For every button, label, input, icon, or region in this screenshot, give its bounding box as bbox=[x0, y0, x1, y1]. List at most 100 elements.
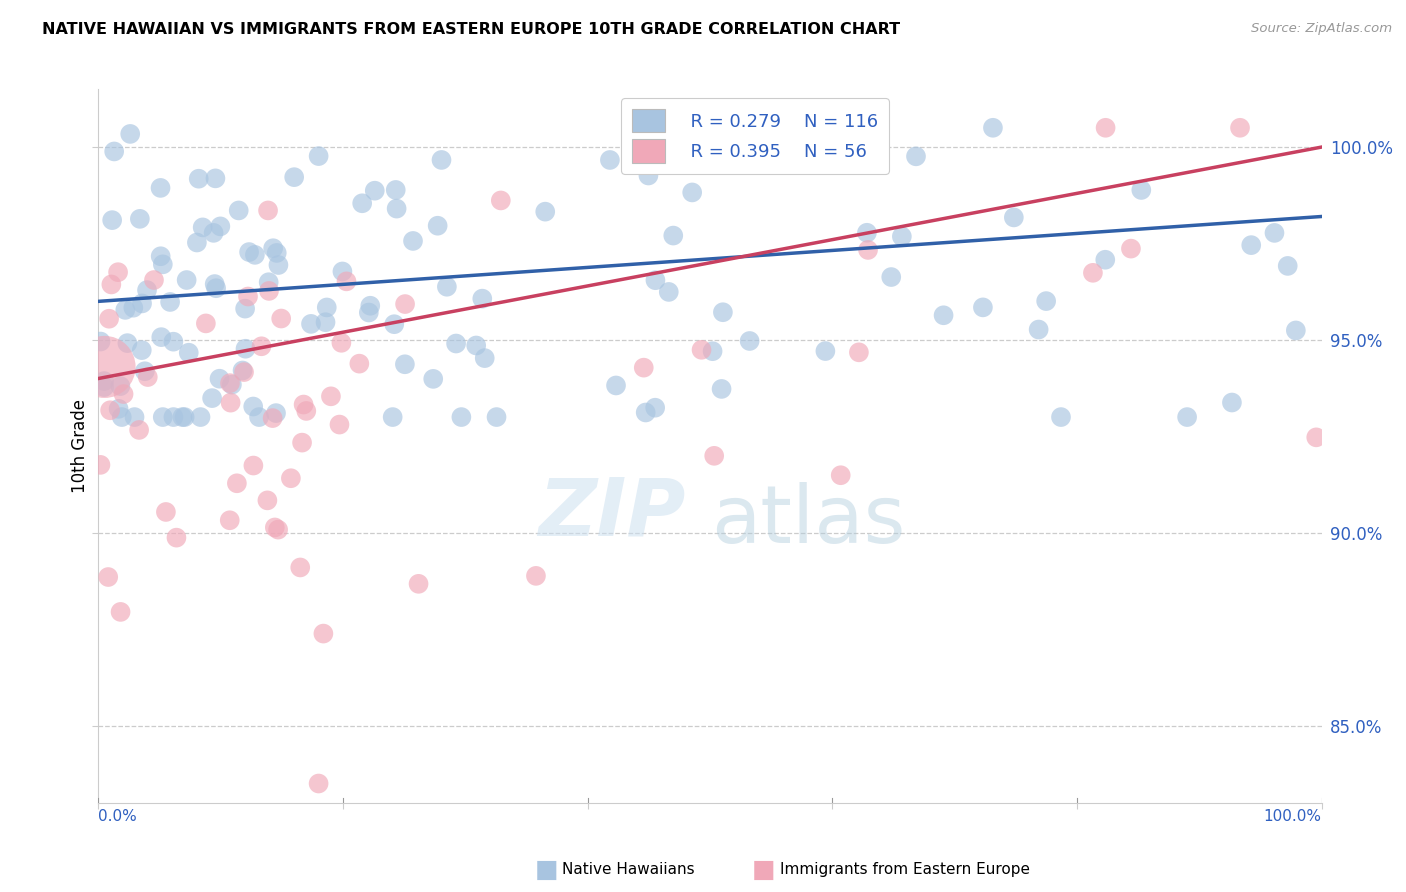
Point bbox=[702, 344, 724, 359]
Text: Source: ZipAtlas.com: Source: ZipAtlas.com bbox=[1251, 22, 1392, 36]
Point bbox=[349, 357, 371, 371]
Point bbox=[150, 330, 173, 344]
Text: 100.0%: 100.0% bbox=[1264, 808, 1322, 823]
Point bbox=[93, 380, 115, 394]
Point bbox=[204, 171, 226, 186]
Point bbox=[270, 311, 292, 326]
Point bbox=[315, 315, 337, 329]
Point bbox=[291, 435, 314, 450]
Point bbox=[232, 363, 254, 377]
Point bbox=[173, 410, 195, 425]
Point bbox=[219, 395, 242, 409]
Point bbox=[292, 398, 315, 412]
Point bbox=[117, 336, 139, 351]
Point bbox=[315, 301, 337, 315]
Y-axis label: 10th Grade: 10th Grade bbox=[70, 399, 89, 493]
Point bbox=[267, 258, 290, 272]
Point bbox=[1305, 430, 1327, 444]
Point bbox=[599, 153, 621, 167]
Text: ZIP: ZIP bbox=[538, 475, 686, 552]
Text: Native Hawaiians: Native Hawaiians bbox=[562, 863, 695, 877]
Point bbox=[856, 243, 879, 257]
Point bbox=[90, 334, 112, 349]
Text: atlas: atlas bbox=[710, 483, 905, 560]
Point bbox=[242, 400, 264, 414]
Point bbox=[112, 387, 135, 401]
Point bbox=[209, 219, 232, 234]
Point bbox=[172, 410, 194, 425]
Point bbox=[264, 406, 287, 420]
Point bbox=[308, 776, 330, 790]
Point bbox=[190, 410, 212, 425]
Legend:   R = 0.279    N = 116,   R = 0.395    N = 56: R = 0.279 N = 116, R = 0.395 N = 56 bbox=[621, 98, 889, 174]
Point bbox=[103, 145, 125, 159]
Point bbox=[219, 376, 242, 391]
Text: 0.0%: 0.0% bbox=[98, 808, 138, 823]
Point bbox=[1002, 211, 1025, 225]
Point bbox=[489, 194, 512, 208]
Point bbox=[236, 289, 259, 303]
Point bbox=[352, 196, 374, 211]
Point bbox=[644, 273, 666, 287]
Point bbox=[100, 277, 122, 292]
Point bbox=[128, 211, 150, 226]
Point bbox=[330, 335, 353, 350]
Point bbox=[122, 301, 145, 315]
Point bbox=[332, 264, 354, 278]
Point bbox=[848, 345, 870, 359]
Text: ■: ■ bbox=[752, 858, 776, 881]
Point bbox=[426, 219, 449, 233]
Point bbox=[1094, 120, 1116, 135]
Point bbox=[149, 249, 172, 263]
Point bbox=[101, 213, 124, 227]
Point bbox=[681, 186, 703, 200]
Point bbox=[384, 183, 406, 197]
Point bbox=[204, 277, 226, 291]
Point bbox=[1081, 266, 1104, 280]
Point bbox=[233, 301, 256, 316]
Point bbox=[120, 127, 142, 141]
Point bbox=[97, 570, 120, 584]
Text: Immigrants from Eastern Europe: Immigrants from Eastern Europe bbox=[780, 863, 1031, 877]
Point bbox=[208, 372, 231, 386]
Point bbox=[738, 334, 761, 348]
Point bbox=[394, 357, 416, 371]
Point bbox=[247, 410, 270, 425]
Point bbox=[904, 149, 927, 163]
Point bbox=[633, 360, 655, 375]
Point bbox=[319, 389, 342, 403]
Point bbox=[201, 391, 224, 405]
Point bbox=[162, 410, 184, 425]
Point bbox=[263, 520, 285, 534]
Point bbox=[110, 605, 132, 619]
Point bbox=[221, 377, 243, 392]
Point bbox=[262, 241, 284, 255]
Point bbox=[465, 338, 488, 352]
Point bbox=[932, 308, 955, 322]
Point bbox=[711, 305, 734, 319]
Point bbox=[186, 235, 208, 250]
Point bbox=[637, 169, 659, 183]
Point bbox=[93, 374, 115, 388]
Point bbox=[534, 204, 557, 219]
Point bbox=[709, 135, 731, 149]
Point bbox=[228, 203, 250, 218]
Point bbox=[485, 410, 508, 425]
Point bbox=[202, 226, 225, 240]
Point bbox=[114, 302, 136, 317]
Point bbox=[256, 493, 278, 508]
Point bbox=[225, 476, 247, 491]
Point bbox=[267, 523, 290, 537]
Point bbox=[191, 220, 214, 235]
Point bbox=[266, 246, 288, 260]
Point bbox=[295, 404, 318, 418]
Point bbox=[1130, 183, 1153, 197]
Point bbox=[93, 359, 115, 374]
Point bbox=[131, 296, 153, 310]
Point bbox=[152, 410, 174, 425]
Point bbox=[658, 285, 681, 299]
Point bbox=[257, 203, 280, 218]
Point bbox=[159, 295, 181, 310]
Point bbox=[136, 370, 159, 384]
Point bbox=[830, 468, 852, 483]
